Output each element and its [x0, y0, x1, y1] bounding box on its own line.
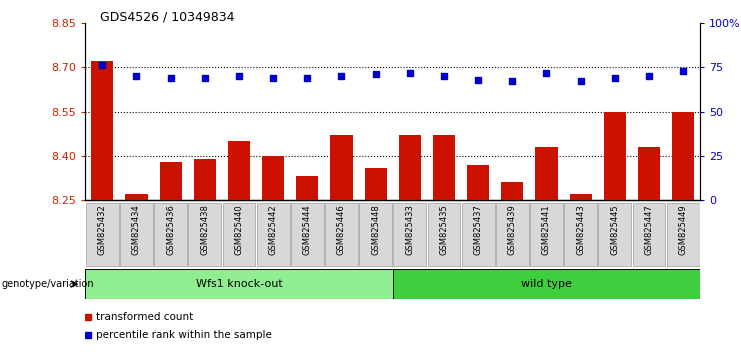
Bar: [638, 147, 660, 200]
Text: GSM825434: GSM825434: [132, 204, 141, 255]
FancyBboxPatch shape: [86, 203, 119, 266]
FancyBboxPatch shape: [222, 203, 256, 266]
FancyBboxPatch shape: [393, 269, 700, 299]
Text: GSM825435: GSM825435: [439, 204, 448, 255]
Text: percentile rank within the sample: percentile rank within the sample: [96, 330, 272, 339]
Text: GSM825433: GSM825433: [405, 204, 414, 255]
Bar: [536, 147, 557, 200]
FancyBboxPatch shape: [291, 203, 324, 266]
Point: [96, 63, 108, 68]
FancyBboxPatch shape: [188, 203, 222, 266]
Point: [199, 75, 210, 81]
Point: [677, 68, 689, 74]
Point: [540, 70, 552, 75]
Text: GSM825439: GSM825439: [508, 204, 516, 255]
FancyBboxPatch shape: [85, 269, 393, 299]
Text: GSM825442: GSM825442: [269, 204, 278, 255]
Bar: [125, 194, 147, 200]
Bar: [262, 156, 285, 200]
Bar: [672, 112, 694, 200]
Text: genotype/variation: genotype/variation: [1, 279, 94, 289]
Point: [370, 72, 382, 77]
FancyBboxPatch shape: [393, 203, 426, 266]
Point: [438, 73, 450, 79]
Text: GSM825432: GSM825432: [98, 204, 107, 255]
Text: GSM825443: GSM825443: [576, 204, 585, 255]
Text: GDS4526 / 10349834: GDS4526 / 10349834: [100, 11, 235, 24]
Text: GSM825449: GSM825449: [679, 204, 688, 255]
FancyBboxPatch shape: [564, 203, 597, 266]
Text: transformed count: transformed count: [96, 312, 193, 322]
Text: GSM825441: GSM825441: [542, 204, 551, 255]
FancyBboxPatch shape: [530, 203, 563, 266]
Bar: [159, 162, 182, 200]
Bar: [570, 194, 592, 200]
Text: GSM825445: GSM825445: [611, 204, 619, 255]
FancyBboxPatch shape: [325, 203, 358, 266]
Bar: [365, 167, 387, 200]
FancyBboxPatch shape: [462, 203, 494, 266]
Text: GSM825438: GSM825438: [200, 204, 209, 255]
Bar: [501, 182, 523, 200]
FancyBboxPatch shape: [120, 203, 153, 266]
Text: GSM825440: GSM825440: [234, 204, 244, 255]
FancyBboxPatch shape: [667, 203, 700, 266]
Bar: [467, 165, 489, 200]
Point: [268, 75, 279, 81]
Point: [472, 77, 484, 82]
FancyBboxPatch shape: [154, 203, 187, 266]
Point: [233, 73, 245, 79]
Text: GSM825444: GSM825444: [303, 204, 312, 255]
Text: GSM825436: GSM825436: [166, 204, 175, 255]
Bar: [296, 176, 319, 200]
Point: [165, 75, 176, 81]
FancyBboxPatch shape: [633, 203, 665, 266]
Bar: [228, 141, 250, 200]
Point: [302, 75, 313, 81]
FancyBboxPatch shape: [359, 203, 392, 266]
Text: Wfs1 knock-out: Wfs1 knock-out: [196, 279, 282, 289]
Point: [575, 79, 587, 84]
FancyBboxPatch shape: [599, 203, 631, 266]
Point: [336, 73, 348, 79]
Bar: [330, 135, 353, 200]
FancyBboxPatch shape: [428, 203, 460, 266]
Point: [506, 79, 518, 84]
Text: GSM825437: GSM825437: [473, 204, 482, 255]
Bar: [399, 135, 421, 200]
Bar: [91, 61, 113, 200]
FancyBboxPatch shape: [256, 203, 290, 266]
Bar: [433, 135, 455, 200]
Point: [609, 75, 621, 81]
Bar: [604, 112, 626, 200]
Bar: [193, 159, 216, 200]
Point: [130, 73, 142, 79]
Text: GSM825447: GSM825447: [645, 204, 654, 255]
Text: wild type: wild type: [521, 279, 572, 289]
FancyBboxPatch shape: [496, 203, 529, 266]
Text: GSM825448: GSM825448: [371, 204, 380, 255]
Point: [643, 73, 655, 79]
Text: GSM825446: GSM825446: [337, 204, 346, 255]
Point: [404, 70, 416, 75]
